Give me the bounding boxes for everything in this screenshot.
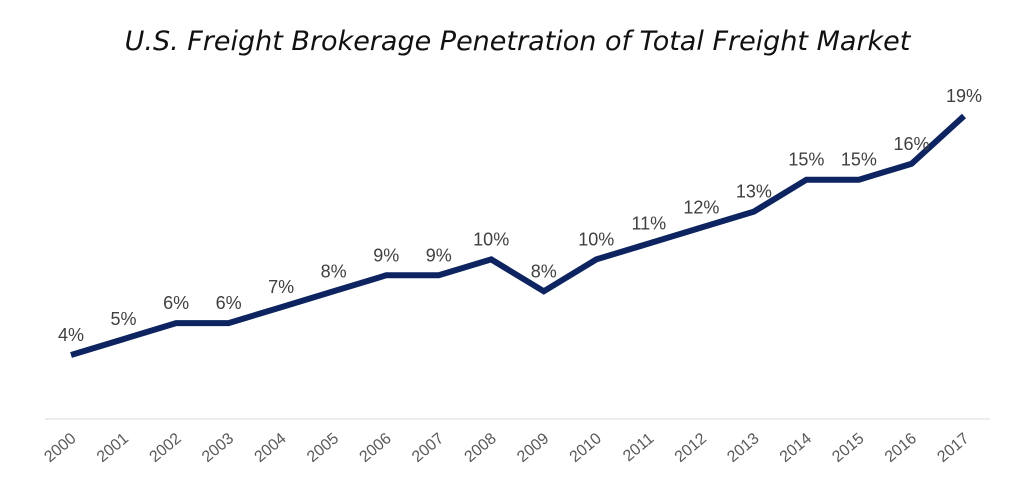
x-tick-2013: 2013 xyxy=(724,430,762,466)
x-tick-2003: 2003 xyxy=(199,430,237,466)
data-label-2010: 10% xyxy=(578,229,614,249)
x-tick-2010: 2010 xyxy=(567,430,605,466)
x-tick-2011: 2011 xyxy=(620,430,657,465)
data-label-2016: 16% xyxy=(893,134,929,154)
x-tick-2004: 2004 xyxy=(251,430,289,466)
data-label-2012: 12% xyxy=(683,198,719,218)
x-tick-2001: 2001 xyxy=(94,430,132,466)
data-label-2014: 15% xyxy=(788,150,824,170)
data-label-2001: 5% xyxy=(110,309,136,329)
data-label-2004: 7% xyxy=(268,277,294,297)
data-label-2008: 10% xyxy=(473,229,509,249)
x-tick-2006: 2006 xyxy=(357,430,395,466)
data-label-2013: 13% xyxy=(736,182,772,202)
x-tick-2007: 2007 xyxy=(409,430,447,466)
data-label-2003: 6% xyxy=(216,293,242,313)
data-labels: 4% 5% 6% 6% 7% 8% 9% 9% 10% 8% 10% 11% 12% 13% 15% 15% 1… xyxy=(58,86,982,345)
data-label-2017: 19% xyxy=(946,86,982,106)
data-label-2002: 6% xyxy=(163,293,189,313)
x-tick-2012: 2012 xyxy=(672,430,710,466)
x-tick-2017: 2017 xyxy=(934,430,972,466)
x-tick-2000: 2000 xyxy=(41,430,79,466)
x-tick-2015: 2015 xyxy=(829,430,867,466)
series-line xyxy=(70,113,967,358)
data-label-2007: 9% xyxy=(426,245,452,265)
chart-title: U.S. Freight Brokerage Penetration of To… xyxy=(124,26,911,57)
data-label-2006: 9% xyxy=(373,245,399,265)
x-tick-2005: 2005 xyxy=(304,430,342,466)
x-tick-2008: 2008 xyxy=(462,430,500,466)
x-tick-labels: 2000 2001 2002 2003 2004 2005 2006 2007 2008 2009… xyxy=(41,430,972,466)
x-tick-2009: 2009 xyxy=(514,430,552,466)
data-label-2005: 8% xyxy=(321,261,347,281)
data-label-2000: 4% xyxy=(58,325,84,345)
x-tick-2014: 2014 xyxy=(777,430,815,466)
data-label-2015: 15% xyxy=(841,150,877,170)
x-tick-2016: 2016 xyxy=(882,430,920,466)
x-tick-2002: 2002 xyxy=(146,430,184,466)
data-label-2009: 8% xyxy=(531,261,557,281)
data-label-2011: 11% xyxy=(631,214,666,234)
